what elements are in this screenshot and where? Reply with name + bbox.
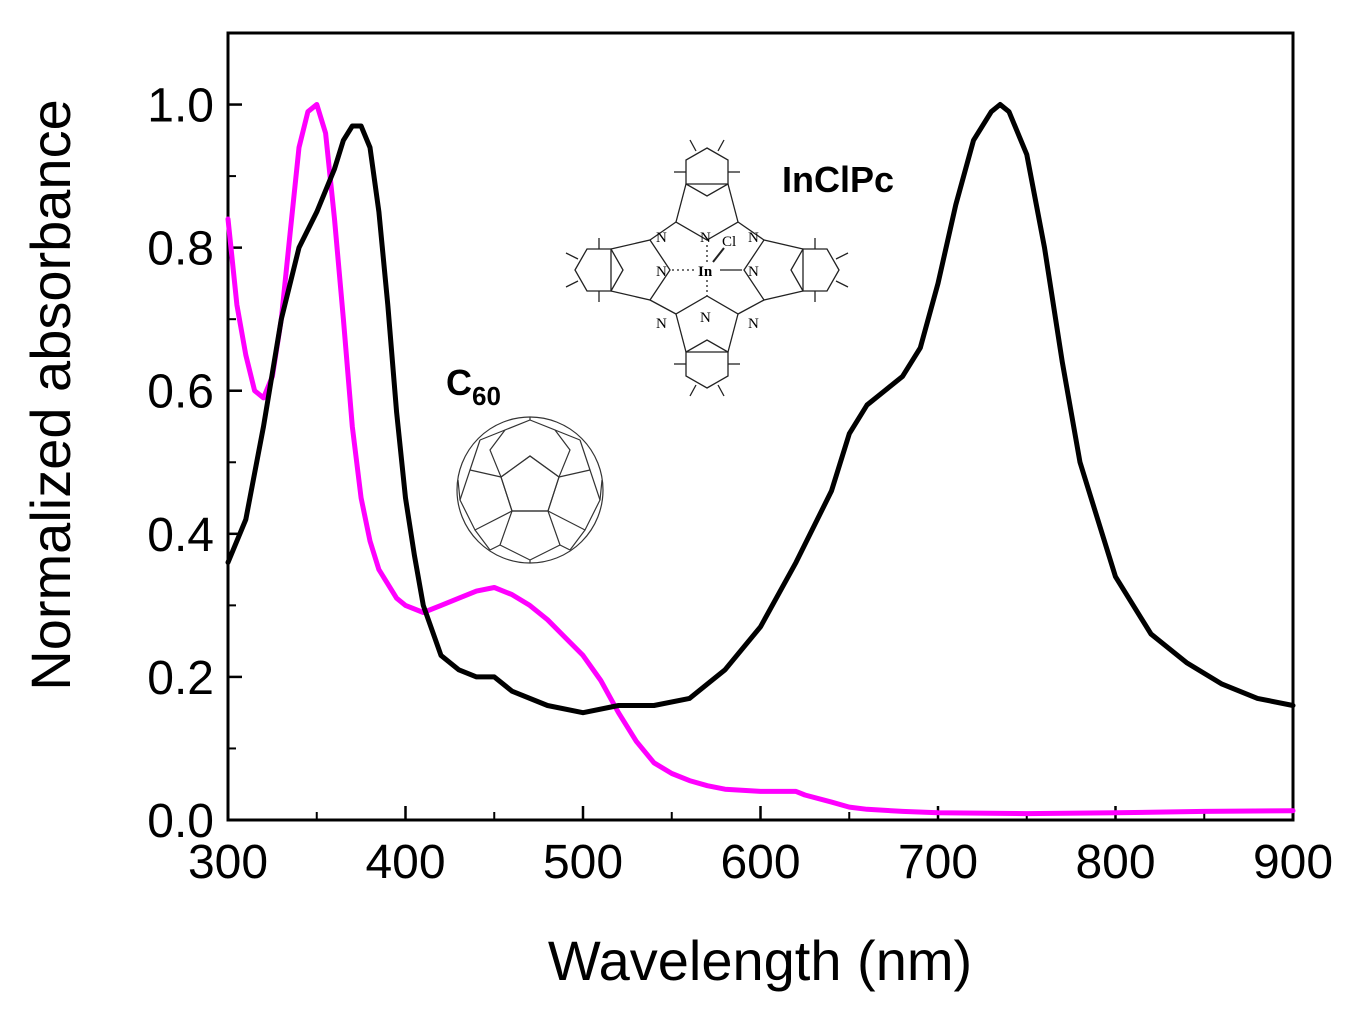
inclpc-molecule-drawing: [565, 139, 849, 397]
c60-edge: [489, 544, 501, 551]
x-axis-title: Wavelength (nm): [548, 929, 972, 992]
axis-ticks: [226, 32, 1295, 822]
c60-edge: [599, 479, 603, 501]
series-line-c60: [225, 102, 1296, 817]
y-tick-label: 0.6: [147, 366, 214, 419]
c60-label: C60: [446, 362, 501, 411]
series-layer: [225, 102, 1296, 817]
y-tick-label: 1.0: [147, 80, 214, 133]
inclpc-top-benzene: [685, 147, 729, 197]
c60-outer-sphere: [456, 416, 604, 564]
atom-n-top-right: N: [748, 230, 759, 246]
c60-molecule-drawing: [456, 416, 604, 564]
inclpc-hydrogen-stub: [717, 384, 725, 397]
inclpc-left-pyrrole: [610, 239, 671, 301]
plot-border: [226, 31, 1295, 822]
atom-n-bottom-center: N: [700, 310, 711, 326]
x-tick-label: 300: [188, 836, 268, 889]
c60-edge: [479, 429, 506, 441]
x-tick-label: 400: [365, 836, 445, 889]
series-line-inclpc: [225, 102, 1296, 716]
atom-cl: Cl: [722, 234, 736, 250]
c60-edge: [569, 529, 586, 551]
inclpc-bottom-benzene: [685, 339, 729, 389]
x-tick-label: 900: [1253, 836, 1333, 889]
inclpc-meso-bridge: [649, 221, 677, 241]
inclpc-meso-bridge: [649, 299, 677, 315]
inclpc-hydrogen-stub: [565, 280, 579, 288]
c60-edge: [469, 439, 481, 471]
c60-label-subscript: 60: [472, 381, 501, 411]
inclpc-hydrogen-stub: [689, 384, 697, 397]
inclpc-hydrogen-stub: [835, 252, 849, 260]
plot-frame: [226, 31, 1295, 822]
c60-top-face: [489, 419, 571, 478]
atom-n-top-left: N: [656, 230, 667, 246]
atom-n-left: N: [656, 264, 667, 280]
inclpc-right-benzene: [790, 248, 840, 292]
inclpc-meso-bridge: [737, 221, 765, 241]
c60-edge: [457, 479, 461, 501]
inclpc-right-pyrrole: [743, 239, 804, 301]
y-tick-label: 0.4: [147, 509, 214, 562]
x-tick-label: 500: [543, 836, 623, 889]
x-tick-label: 600: [720, 836, 800, 889]
c60-right-face: [547, 469, 601, 531]
c60-edge: [554, 429, 581, 441]
inclpc-cl-bond: [712, 247, 725, 263]
y-tick-label: 0.2: [147, 652, 214, 705]
y-tick-label: 0.0: [147, 795, 214, 848]
y-axis-title: Normalized absorbance: [19, 99, 82, 690]
inclpc-label: InClPc: [782, 159, 894, 200]
y-tick-label: 0.8: [147, 223, 214, 276]
inclpc-bottom-pyrrole: [675, 295, 739, 353]
c60-label-main: C: [446, 362, 472, 403]
inclpc-top-pyrrole: [675, 183, 739, 241]
c60-edge: [579, 439, 591, 471]
axis-tick-labels: 300 400 500 600 700 800 900 0.0 0.2 0.4 0.6 0.8 1.0: [147, 80, 1333, 889]
atom-n-bottom-right: N: [748, 316, 759, 332]
inclpc-atom-labels: N N N N N N N N In Cl: [656, 230, 759, 332]
atom-n-bottom-left: N: [656, 316, 667, 332]
inclpc-hydrogen-stub: [689, 139, 697, 152]
x-tick-label: 700: [898, 836, 978, 889]
inclpc-hydrogen-stub: [717, 139, 725, 152]
atom-n-right: N: [748, 264, 759, 280]
c60-edge: [474, 529, 491, 551]
inclpc-left-benzene: [574, 248, 624, 292]
x-tick-label: 800: [1075, 836, 1155, 889]
c60-left-face: [459, 469, 513, 531]
atom-n-top-center: N: [700, 230, 711, 246]
c60-edge: [559, 544, 571, 551]
c60-bottom-face: [499, 510, 561, 561]
inclpc-meso-bridge: [737, 299, 765, 315]
atom-in: In: [698, 264, 713, 280]
inclpc-hydrogen-stub: [565, 252, 579, 260]
inclpc-hydrogen-stub: [835, 280, 849, 288]
